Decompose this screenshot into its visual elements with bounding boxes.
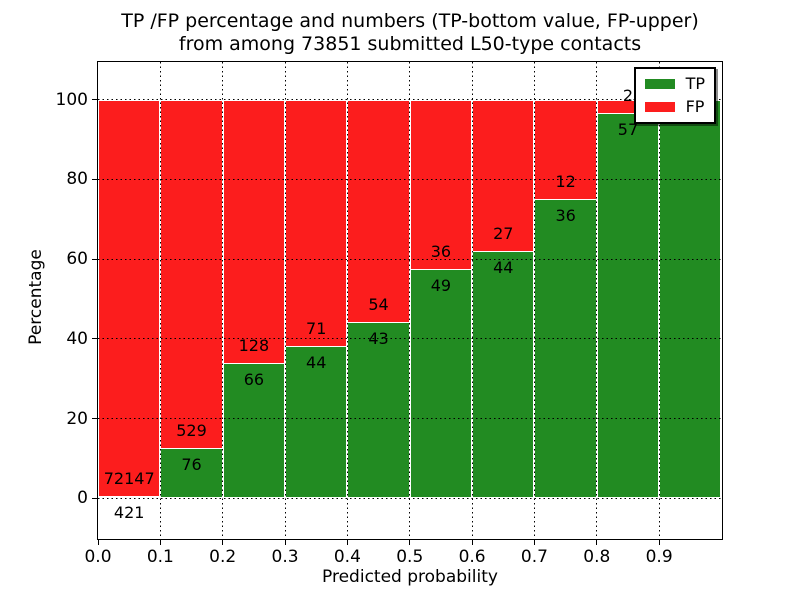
horizontal-gridline — [98, 99, 722, 101]
x-tick-mark — [409, 540, 411, 545]
vertical-gridline — [596, 62, 598, 539]
fp-count-label: 54 — [368, 294, 389, 314]
tp-count-label: 36 — [555, 206, 576, 226]
y-tick-label: 0 — [77, 488, 88, 509]
x-tick-label: 0.4 — [333, 547, 361, 567]
fp-count-label: 27 — [493, 224, 514, 244]
bar-fp-segment — [160, 99, 223, 499]
x-tick-label: 0.5 — [396, 547, 424, 567]
tp-count-label: 66 — [243, 369, 265, 389]
fp-count-label: 12 — [555, 172, 576, 192]
y-tick-mark — [92, 99, 97, 101]
vertical-gridline — [346, 62, 348, 539]
bar-tp-segment — [596, 113, 660, 499]
x-tick-mark — [284, 540, 286, 545]
y-tick-label: 100 — [55, 89, 88, 110]
y-tick-mark — [92, 497, 97, 499]
horizontal-gridline — [98, 497, 722, 499]
fp-count-label: 128 — [238, 335, 270, 355]
fp-count-label: 71 — [306, 318, 327, 338]
legend-item-fp: FP — [644, 97, 705, 116]
x-tick-mark — [471, 540, 473, 545]
x-tick-mark — [658, 540, 660, 545]
vertical-gridline — [284, 62, 286, 539]
bar-tp-segment — [409, 268, 473, 499]
x-tick-mark — [346, 540, 348, 545]
x-tick-label: 0.7 — [520, 547, 548, 567]
fp-count-label: 529 — [176, 421, 207, 441]
tp-count-label: 49 — [430, 275, 452, 295]
vertical-gridline — [533, 62, 535, 539]
y-tick-mark — [92, 258, 97, 260]
horizontal-gridline — [98, 178, 722, 180]
x-tick-label: 0.0 — [84, 547, 112, 567]
bar-tp-segment — [285, 345, 348, 499]
tp-count-label: 44 — [306, 352, 327, 372]
tp-count-label: 421 — [113, 502, 145, 522]
x-tick-label: 0.9 — [645, 547, 673, 567]
tp-color-swatch-icon — [644, 79, 675, 89]
y-tick-mark — [92, 418, 97, 420]
legend-item-tp: TP — [644, 74, 705, 93]
chart-title-line1: TP /FP percentage and numbers (TP-bottom… — [121, 10, 699, 32]
x-tick-label: 0.8 — [583, 547, 611, 567]
vertical-gridline — [471, 62, 473, 539]
x-tick-mark — [159, 540, 161, 545]
bar-tp-segment — [347, 321, 410, 499]
tp-count-label: 44 — [493, 258, 514, 278]
x-tick-mark — [596, 540, 598, 545]
chart-title-line2: from among 73851 submitted L50-type cont… — [178, 33, 642, 55]
vertical-gridline — [222, 62, 224, 539]
fp-count-label: 36 — [430, 241, 452, 261]
fp-count-label: 72147 — [103, 468, 155, 488]
x-tick-mark — [533, 540, 535, 545]
bar-tp-segment — [98, 495, 161, 499]
y-tick-mark — [92, 178, 97, 180]
x-tick-label: 0.3 — [271, 547, 299, 567]
legend-label-tp: TP — [685, 74, 705, 93]
tp-count-label: 57 — [617, 120, 639, 140]
legend-label-fp: FP — [685, 97, 705, 116]
bar-tp-segment — [222, 362, 286, 499]
fp-color-swatch-icon — [644, 102, 675, 112]
vertical-gridline — [159, 62, 161, 539]
y-tick-label: 60 — [66, 249, 88, 270]
x-tick-label: 0.2 — [209, 547, 237, 567]
bar-tp-segment — [160, 448, 223, 499]
y-tick-label: 20 — [66, 408, 88, 429]
fp-count-label: 2 — [622, 86, 634, 106]
bar-tp-segment — [534, 199, 597, 499]
vertical-gridline — [409, 62, 411, 539]
bar-tp-segment — [472, 251, 535, 499]
horizontal-gridline — [98, 338, 722, 340]
x-tick-label: 0.1 — [146, 547, 174, 567]
bar-fp-segment — [98, 99, 161, 499]
x-axis-label: Predicted probability — [322, 567, 498, 587]
vertical-gridline — [658, 62, 660, 539]
tp-count-label: 43 — [368, 328, 389, 348]
horizontal-gridline — [98, 258, 722, 260]
y-tick-mark — [92, 338, 97, 340]
x-tick-label: 0.6 — [458, 547, 486, 567]
x-tick-mark — [222, 540, 224, 545]
horizontal-gridline — [98, 418, 722, 420]
legend: TP FP — [633, 67, 716, 124]
plot-area: TP FP 72147 421 529 76 128 66 71 44 54 43 36 49 27 44… — [97, 61, 723, 540]
bar-tp-segment — [659, 99, 722, 499]
x-tick-mark — [97, 540, 99, 545]
y-tick-label: 40 — [66, 328, 88, 349]
y-tick-label: 80 — [66, 169, 88, 190]
chart-title: TP /FP percentage and numbers (TP-bottom… — [98, 10, 722, 56]
tp-count-label: 76 — [181, 455, 202, 475]
